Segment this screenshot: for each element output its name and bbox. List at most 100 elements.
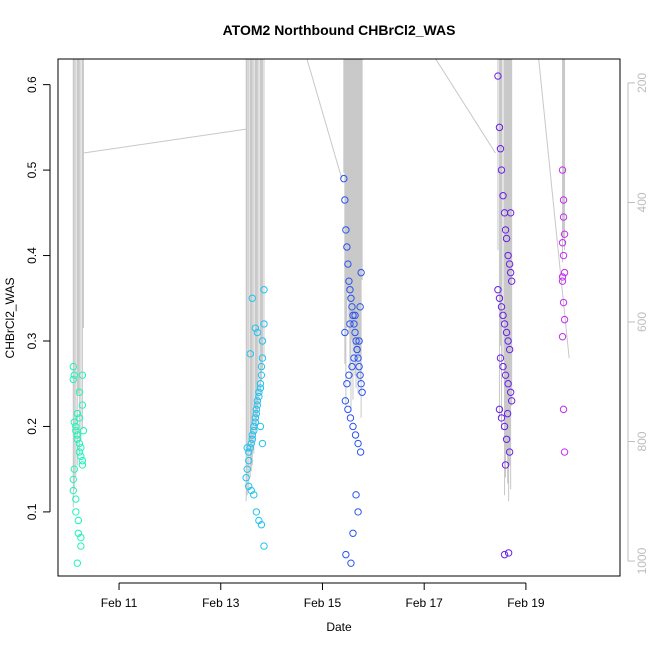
data-point xyxy=(496,145,505,153)
data-point xyxy=(499,362,507,371)
y-tick-label: 0.4 xyxy=(25,247,39,264)
data-point xyxy=(258,354,267,362)
data-point xyxy=(355,337,363,345)
data-point xyxy=(247,439,255,448)
data-point xyxy=(78,456,87,465)
data-point xyxy=(505,345,514,354)
data-point xyxy=(502,328,511,337)
data-point xyxy=(341,196,349,204)
data-point xyxy=(342,226,350,234)
data-point xyxy=(560,230,569,238)
data-point xyxy=(69,475,77,484)
data-point xyxy=(496,354,505,362)
data-point xyxy=(341,397,350,405)
data-point xyxy=(342,550,350,559)
y-tick-label: 0.3 xyxy=(25,332,39,349)
data-point xyxy=(257,521,266,529)
data-point xyxy=(72,422,80,431)
data-point xyxy=(356,371,364,379)
y-tick-label: 0.2 xyxy=(25,418,39,435)
y2-tick-label: 800 xyxy=(635,431,649,451)
data-point xyxy=(505,448,514,456)
data-point xyxy=(246,350,254,358)
data-point xyxy=(350,320,358,328)
data-point xyxy=(251,324,260,332)
data-point xyxy=(340,174,348,183)
data-point xyxy=(353,345,361,354)
data-point xyxy=(499,192,507,200)
data-point xyxy=(251,414,260,422)
data-point xyxy=(73,559,82,567)
data-point xyxy=(75,388,84,396)
data-point xyxy=(245,448,253,456)
data-point xyxy=(70,465,78,473)
data-point xyxy=(250,491,258,499)
data-point xyxy=(248,431,256,439)
data-point xyxy=(252,405,261,414)
data-point xyxy=(558,239,567,247)
data-point xyxy=(355,362,363,371)
data-point xyxy=(260,320,268,328)
data-point xyxy=(79,427,88,435)
data-point xyxy=(344,260,352,268)
data-point xyxy=(497,303,506,311)
data-point xyxy=(256,384,265,392)
data-point xyxy=(257,362,266,371)
data-point xyxy=(497,166,506,174)
data-point xyxy=(75,448,84,456)
data-point xyxy=(242,474,250,482)
data-point xyxy=(72,427,80,435)
data-point xyxy=(507,277,516,285)
y2-tick-label: 200 xyxy=(635,73,649,93)
data-point xyxy=(495,123,504,132)
data-point xyxy=(558,273,567,281)
data-point xyxy=(70,418,78,426)
data-point xyxy=(559,405,568,414)
x-axis-label: Date xyxy=(326,620,352,634)
data-point xyxy=(560,315,569,324)
data-point xyxy=(506,388,515,396)
data-point xyxy=(507,397,516,405)
x-tick-label: Feb 13 xyxy=(202,596,240,610)
data-point xyxy=(78,401,87,409)
data-point xyxy=(75,439,84,448)
data-point xyxy=(255,388,263,396)
x-tick-label: Feb 17 xyxy=(406,596,444,610)
data-point xyxy=(258,439,267,448)
data-point xyxy=(250,427,258,435)
data-points xyxy=(69,72,569,567)
data-point xyxy=(243,465,251,473)
data-point xyxy=(505,260,514,268)
transit-line xyxy=(83,128,247,154)
data-point xyxy=(341,328,349,337)
altitude-trace xyxy=(72,59,570,508)
transit-line xyxy=(306,59,343,179)
y-tick-label: 0.5 xyxy=(25,161,39,178)
data-point xyxy=(352,491,360,499)
data-point xyxy=(246,444,254,452)
data-point xyxy=(558,333,567,341)
data-point xyxy=(356,448,365,456)
data-point xyxy=(504,251,512,260)
axes: Feb 11 Feb 13 Feb 15 Feb 17 Feb 19 0.1 0.2 0.3 0… xyxy=(25,58,649,610)
data-point xyxy=(357,380,365,388)
data-point xyxy=(559,213,568,221)
data-point xyxy=(504,380,512,388)
data-point xyxy=(346,414,355,422)
data-point xyxy=(352,337,360,345)
data-point xyxy=(69,375,77,384)
data-point xyxy=(252,409,261,418)
data-point xyxy=(260,286,268,294)
data-point xyxy=(346,286,354,294)
data-point xyxy=(558,277,567,285)
data-point xyxy=(349,529,357,537)
data-point xyxy=(501,226,510,234)
data-point xyxy=(343,243,351,251)
data-point xyxy=(72,495,80,503)
data-point xyxy=(69,362,77,371)
data-point xyxy=(344,405,352,414)
data-point xyxy=(75,414,84,422)
data-point xyxy=(260,542,268,550)
data-point xyxy=(351,311,359,320)
